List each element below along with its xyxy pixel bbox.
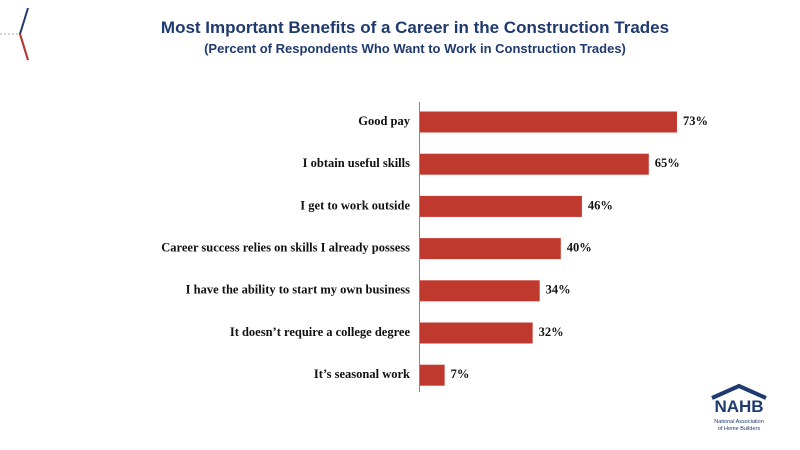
value-label: 46% [588, 198, 613, 212]
value-label: 34% [546, 283, 571, 297]
bar [420, 195, 582, 217]
category-label: I obtain useful skills [303, 156, 410, 170]
logo-roof [711, 383, 767, 400]
category-label: I have the ability to start my own busin… [186, 283, 410, 297]
logo: NAHB National Association of Home Builde… [711, 383, 767, 432]
category-label: It doesn’t require a college degree [230, 325, 411, 339]
logo-text: of Home Builders [718, 426, 760, 432]
chart-title: Most Important Benefits of a Career in t… [161, 18, 669, 37]
category-label: Good pay [358, 114, 411, 128]
bar [420, 280, 540, 302]
value-label: 32% [539, 325, 564, 339]
value-label: 7% [451, 367, 470, 381]
decor-slash-red [19, 33, 29, 61]
category-label: I get to work outside [300, 198, 410, 212]
value-label: 40% [567, 240, 592, 254]
value-label: 65% [655, 156, 680, 170]
bar [420, 322, 533, 344]
logo-text: National Association [714, 419, 764, 425]
logo-name: NAHB [714, 397, 763, 416]
value-label: 73% [683, 114, 708, 128]
category-label: Career success relies on skills I alread… [161, 240, 410, 254]
bar [420, 153, 649, 175]
bar [420, 364, 445, 386]
category-label: It’s seasonal work [314, 367, 410, 381]
bar [420, 238, 561, 260]
bar [420, 111, 677, 133]
chart-subtitle: (Percent of Respondents Who Want to Work… [204, 41, 626, 56]
